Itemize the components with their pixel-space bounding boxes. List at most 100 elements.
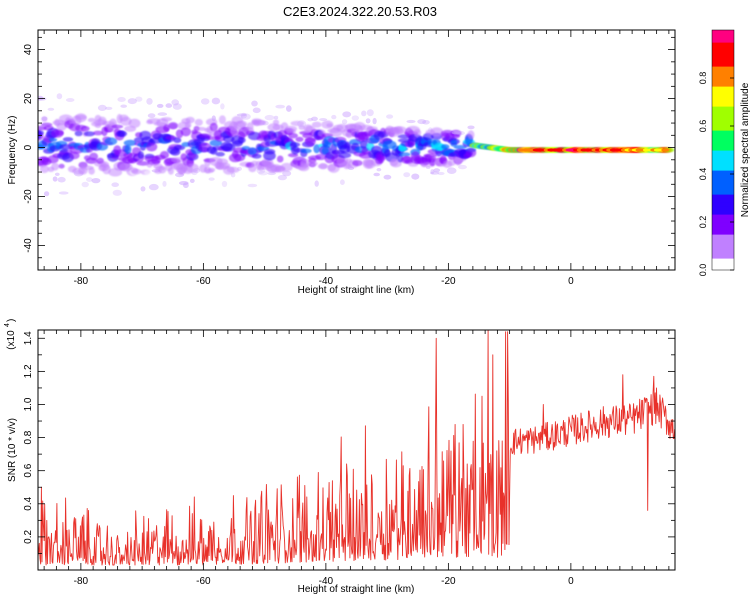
snr-line [38,330,675,566]
heatmap-cell [467,125,475,130]
heatmap-cell [146,98,153,105]
top-y-axis-label: Frequency (Hz) [7,116,18,185]
heatmap-cell [226,166,240,173]
colorbar-swatch [712,66,734,71]
heatmap-cell [366,109,374,117]
colorbar-swatch [712,34,734,39]
heatmap-cell [251,153,262,159]
heatmap-cell [215,151,225,157]
heatmap-cell [264,114,275,121]
heatmap-cell [58,191,69,195]
colorbar-swatch [712,214,734,219]
heatmap-cell [116,130,128,137]
colorbar-swatch [712,166,734,171]
heatmap-cell [220,103,225,110]
heatmap-cell [295,136,304,142]
heatmap-cell [236,120,248,128]
x-tick-label: -60 [196,276,211,287]
heatmap-cell [393,126,407,134]
heatmap-cell [331,114,337,120]
colorbar-swatch [712,134,734,139]
heatmap-cell [167,167,174,175]
heatmap-cell [194,118,203,126]
heatmap-cell [383,174,392,180]
heatmap-cell [237,166,242,171]
heatmap-cell [359,140,368,149]
heatmap-cell [311,116,318,122]
heatmap-cell [455,130,465,136]
heatmap-cell [240,112,247,119]
heatmap-cell [44,191,50,197]
heatmap-cell [195,126,207,131]
heatmap-cell [458,164,467,170]
colorbar-swatch [712,194,734,199]
heatmap-cell [145,142,158,152]
heatmap-cell [135,96,143,102]
heatmap-cell [467,130,475,140]
heatmap-cell [127,98,137,105]
heatmap-cell [162,180,167,187]
colorbar-swatch [712,234,734,239]
heatmap-cell [170,157,184,163]
bottom-x-axis-label: Height of straight line (km) [298,584,415,595]
colorbar-swatch [712,218,734,223]
heatmap-cell [251,100,258,107]
heatmap-cell [446,167,457,174]
colorbar-swatch [712,202,734,207]
colorbar-swatch [712,70,734,75]
heatmap-cell [248,165,257,173]
colorbar-swatch [712,102,734,107]
heatmap-cell [87,117,96,123]
heatmap-cell [252,107,261,114]
x-tick-label: -60 [196,576,211,587]
heatmap-cell [218,115,226,125]
heatmap-cell [307,161,318,166]
heatmap-cell [180,127,192,137]
heatmap-cell [338,152,352,159]
heatmap-cell [286,105,292,112]
heatmap-cell [111,182,119,187]
colorbar-swatch [712,126,734,131]
colorbar-swatch [712,46,734,51]
heatmap-cell [241,146,251,151]
colorbar-swatch [712,266,734,271]
figure-title: C2E3.2024.322.20.53.R03 [283,4,437,19]
heatmap-cell [247,183,258,188]
colorbar-swatch [712,86,734,91]
heatmap-cell [41,116,48,122]
heatmap-cell [156,103,164,108]
heatmap-cell [54,172,60,176]
colorbar-swatch [712,230,734,235]
heatmap-cell [241,113,251,120]
colorbar-swatch [712,222,734,227]
heatmap-cell [81,181,89,188]
heatmap-cell [284,125,298,132]
x-tick-label: -20 [441,276,456,287]
heatmap-cell [211,97,221,105]
heatmap-cell [298,124,305,130]
y-tick-label: 1.4 [23,331,34,345]
heatmap-cell [341,119,348,125]
heatmap-cell [74,130,83,137]
heatmap-cell [273,115,279,120]
x-tick-label: -80 [74,276,89,287]
heatmap-cell [406,119,416,124]
heatmap-cell [172,103,182,110]
x-tick-label: -80 [74,576,89,587]
heatmap-cell [376,168,382,172]
heatmap-cell [56,122,67,131]
heatmap-cell [433,168,441,173]
colorbar-swatch [712,154,734,159]
colorbar-swatch [712,242,734,247]
heatmap-cell [112,189,123,196]
colorbar-swatch [712,262,734,267]
colorbar-swatch [712,254,734,259]
colorbar-swatch [712,114,734,119]
heatmap-cell [62,137,74,142]
colorbar-swatch [712,106,734,111]
heatmap-cell [57,176,66,183]
heatmap-cell [111,124,124,129]
colorbar-swatch [712,118,734,123]
heatmap-cell [123,139,137,146]
